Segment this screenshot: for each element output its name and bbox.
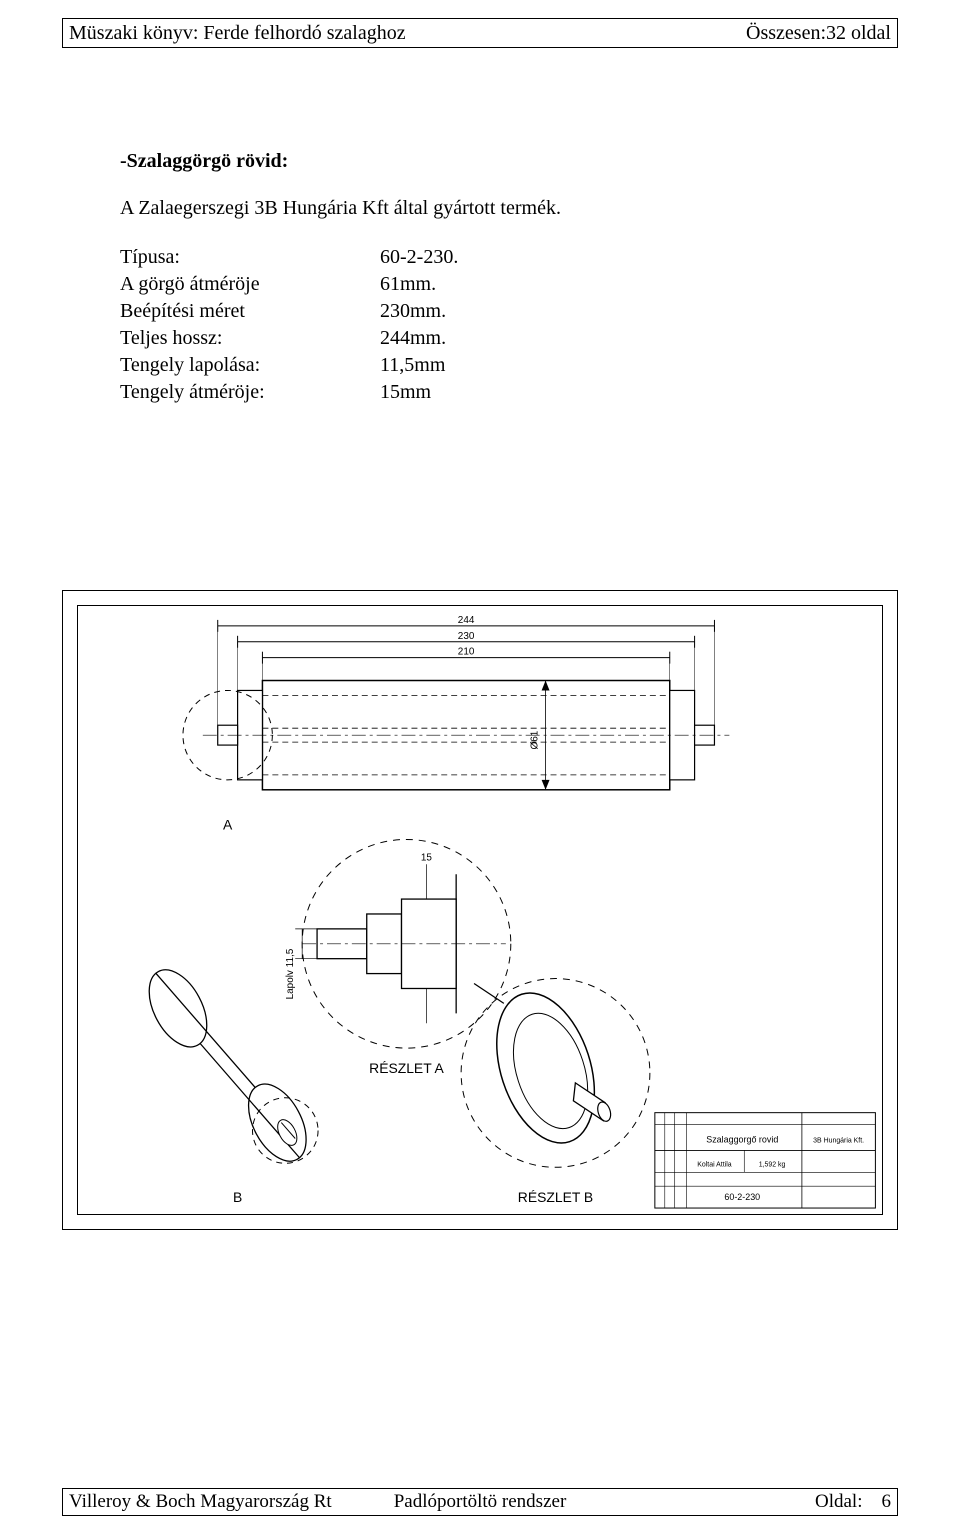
header-right-label: Összesen:	[746, 22, 826, 44]
spec-label: A görgö átméröje	[120, 271, 380, 298]
spec-value: 61mm.	[380, 271, 860, 298]
footer-right: Oldal: 6	[815, 1491, 891, 1513]
dim-flat: 11,5	[285, 948, 296, 967]
dim-shaft-15: 15	[421, 852, 433, 863]
spec-label: Beépítési méret	[120, 298, 380, 325]
tb-company: 3B Hungária Kft.	[813, 1137, 864, 1144]
dim-230: 230	[458, 631, 475, 642]
spec-value: 230mm.	[380, 298, 860, 325]
front-view: Ø61 A	[183, 681, 729, 833]
spec-table: Típusa: 60-2-230. A görgö átméröje 61mm.…	[120, 244, 860, 406]
svg-text:Lapolv 1: Lapolv 11,5	[285, 948, 296, 999]
detail-b-label: RÉSZLET B	[518, 1189, 593, 1205]
footer-left: Villeroy & Boch Magyarország Rt	[69, 1491, 332, 1513]
drawing-frame: 244 230 210	[62, 590, 898, 1230]
dim-flat-label: Lapolv	[285, 970, 296, 999]
detail-a: 15 Lapolv 11,5 RÉSZLET A	[285, 839, 511, 1075]
tb-designer: Koltai Attila	[697, 1161, 731, 1168]
drawing-svg: 244 230 210	[78, 606, 882, 1214]
header-right: Összesen:32 oldal	[746, 22, 891, 45]
view-label-b: B	[233, 1189, 242, 1205]
header-right-value: 32 oldal	[826, 22, 891, 44]
footer-right-value: 6	[882, 1491, 892, 1512]
spec-row: Tengely átméröje: 15mm	[120, 379, 860, 406]
section-title: -Szalaggörgö rövid:	[120, 150, 860, 173]
spec-label: Tengely átméröje:	[120, 379, 380, 406]
spec-row: A görgö átméröje 61mm.	[120, 271, 860, 298]
tb-partno: 60-2-230	[724, 1192, 760, 1202]
spec-label: Teljes hossz:	[120, 325, 380, 352]
tb-weight: 1,592 kg	[759, 1161, 786, 1168]
intro-text: A Zalaegerszegi 3B Hungária Kft által gy…	[120, 197, 860, 220]
spec-row: Teljes hossz: 244mm.	[120, 325, 860, 352]
header-left: Müszaki könyv: Ferde felhordó szalaghoz	[69, 22, 406, 45]
spec-row: Típusa: 60-2-230.	[120, 244, 860, 271]
footer-bar: Villeroy & Boch Magyarország Rt Padlópor…	[62, 1488, 898, 1516]
dim-210: 210	[458, 647, 475, 658]
content-block: -Szalaggörgö rövid: A Zalaegerszegi 3B H…	[120, 150, 860, 406]
spec-value: 244mm.	[380, 325, 860, 352]
spec-row: Tengely lapolása: 11,5mm	[120, 352, 860, 379]
view-label-a: A	[223, 817, 233, 833]
detail-a-label: RÉSZLET A	[369, 1060, 444, 1076]
detail-b: RÉSZLET B	[461, 979, 650, 1206]
drawing-inner: 244 230 210	[77, 605, 883, 1215]
dim-244: 244	[458, 615, 475, 626]
spec-label: Tengely lapolása:	[120, 352, 380, 379]
spec-value: 11,5mm	[380, 352, 860, 379]
spec-row: Beépítési méret 230mm.	[120, 298, 860, 325]
tb-title: Szalaggorgő rovid	[706, 1134, 778, 1144]
dim-diameter: Ø61	[530, 730, 541, 749]
title-block: Szalaggorgő rovid 3B Hungária Kft. Kolta…	[655, 1113, 876, 1208]
spec-value: 15mm	[380, 379, 860, 406]
footer-right-label: Oldal:	[815, 1491, 863, 1512]
footer-center: Padlóportöltö rendszer	[394, 1491, 567, 1513]
spec-value: 60-2-230.	[380, 244, 860, 271]
spec-label: Típusa:	[120, 244, 380, 271]
header-bar: Müszaki könyv: Ferde felhordó szalaghoz …	[62, 18, 898, 48]
